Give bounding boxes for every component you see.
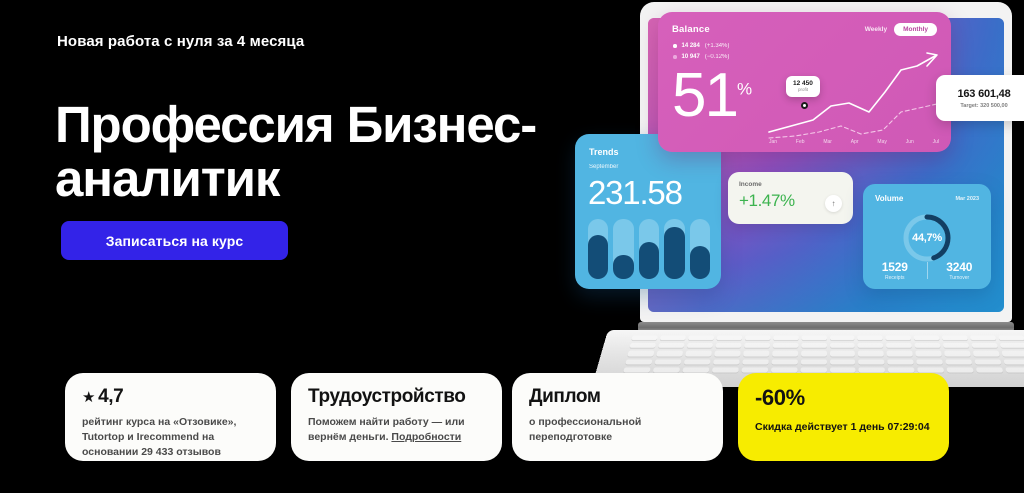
bar-fill — [664, 227, 685, 279]
bar-fill — [613, 255, 634, 279]
income-value: +1.47% — [739, 191, 795, 210]
rating-body: рейтинг курса на «Отзовике», Tutortop и … — [82, 416, 237, 458]
balance-legend: 14 284 (+1.34%) 10 947 (−0.12%) — [658, 36, 951, 60]
balance-unit: % — [736, 79, 753, 99]
volume-date: Mar 2023 — [955, 195, 979, 202]
axis-tick: Jan — [769, 139, 778, 145]
chart-tooltip: 12 450 profit — [786, 76, 820, 97]
stat-label: Receipts — [885, 275, 905, 281]
arrow-up-icon[interactable]: ↑ — [825, 195, 842, 212]
bar-track — [664, 219, 685, 279]
axis-tick: Jun — [905, 139, 914, 145]
bar-track — [638, 219, 660, 279]
bar-fill — [689, 246, 711, 279]
target-label: Target: 320 500,00 — [960, 102, 1008, 109]
page-title: Профессия Бизнес-аналитик — [55, 96, 537, 208]
hero-eyebrow: Новая работа с нуля за 4 месяца — [57, 33, 305, 50]
stat-value: 3240 — [946, 260, 973, 274]
balance-header: Balance Weekly Monthly — [658, 12, 951, 36]
bar-track — [588, 219, 609, 279]
legend-item: 10 947 (−0.12%) — [673, 54, 951, 60]
laptop-hinge — [638, 322, 1014, 332]
employment-text: Поможем найти работу — или вернём деньги… — [308, 416, 465, 443]
rating-title: ★ 4,7 — [82, 386, 124, 407]
balance-line-chart — [768, 52, 938, 139]
donut-value: 44,7% — [912, 232, 942, 244]
balance-period-toggle[interactable]: Weekly Monthly — [865, 23, 937, 36]
chart-data-point — [801, 102, 808, 109]
legend-item: 14 284 (+1.34%) — [673, 43, 951, 49]
feature-card-diploma: Диплом о профессиональной переподготовке — [512, 373, 723, 461]
axis-tick: Mar — [823, 139, 832, 145]
trends-bar-chart — [588, 219, 711, 279]
widget-trends: Trends September 231.58 — [575, 134, 721, 289]
feature-card-row: ★ 4,7 рейтинг курса на «Отзовике», Tutort… — [0, 373, 1024, 463]
trends-subtitle: September — [589, 164, 619, 170]
bar-track — [689, 219, 711, 279]
feature-card-employment: Трудоустройство Поможем найти работу — и… — [291, 373, 502, 461]
volume-stat: 3240 Turnover — [928, 260, 992, 281]
stat-label: Turnover — [949, 275, 970, 281]
target-value: 163 601,48 — [957, 87, 1011, 100]
volume-title: Volume — [875, 194, 904, 203]
discount-countdown: Скидка действует 1 день 07:29:04 — [755, 421, 930, 433]
diploma-body: о профессиональной переподготовке — [529, 416, 642, 443]
bar-track — [613, 219, 634, 279]
tooltip-label: profit — [797, 87, 808, 93]
keyboard-keys — [623, 335, 1024, 373]
legend-dot-icon — [673, 55, 677, 59]
volume-stat: 1529 Receipts — [863, 260, 927, 281]
legend-value: 14 284 — [681, 43, 700, 49]
income-label: Income — [739, 181, 762, 188]
balance-x-axis: Jan Feb Mar Apr May Jun Jul — [765, 139, 943, 145]
employment-body: Поможем найти работу — или вернём деньги… — [308, 415, 485, 445]
feature-card-discount: -60% Скидка действует 1 день 07:29:04 — [738, 373, 949, 461]
hero-illustration: Balance Weekly Monthly 14 284 (+1.34%) 1… — [560, 0, 1024, 394]
widget-volume: Volume Mar 2023 44,7% 1529 Receipts 3240 — [863, 184, 991, 289]
divider — [926, 262, 928, 279]
toggle-monthly[interactable]: Monthly — [894, 23, 937, 36]
stat-value: 1529 — [881, 260, 908, 274]
trends-title: Trends — [589, 147, 619, 157]
discount-title: -60% — [755, 385, 805, 410]
trends-value: 231.58 — [588, 174, 683, 211]
widget-target: 163 601,48 Target: 320 500,00 — [936, 75, 1024, 121]
details-link[interactable]: Подробности — [391, 430, 462, 443]
axis-tick: Jul — [932, 139, 939, 145]
volume-donut-chart: 44,7% — [901, 212, 953, 264]
feature-card-rating: ★ 4,7 рейтинг курса на «Отзовике», Tutort… — [65, 373, 276, 461]
legend-change: (−0.12%) — [704, 54, 730, 60]
bar-fill — [588, 234, 609, 279]
axis-tick: Apr — [850, 139, 859, 145]
axis-tick: Feb — [795, 139, 805, 145]
bar-fill — [638, 241, 660, 279]
toggle-weekly[interactable]: Weekly — [864, 26, 888, 33]
enroll-button[interactable]: Записаться на курс — [61, 221, 288, 260]
balance-title: Balance — [672, 24, 710, 35]
legend-value: 10 947 — [681, 54, 700, 60]
balance-big-value: 51% — [672, 61, 753, 130]
axis-tick: May — [877, 139, 887, 145]
widget-income: Income +1.47% ↑ — [728, 172, 853, 224]
volume-stats: 1529 Receipts 3240 Turnover — [863, 260, 991, 281]
volume-header: Volume Mar 2023 — [863, 184, 991, 203]
star-icon: ★ — [82, 389, 96, 406]
employment-title: Трудоустройство — [308, 386, 466, 407]
legend-dot-icon — [673, 44, 677, 48]
legend-change: (+1.34%) — [704, 43, 730, 49]
tooltip-value: 12 450 — [793, 80, 813, 87]
widget-balance: Balance Weekly Monthly 14 284 (+1.34%) 1… — [658, 12, 951, 152]
diploma-title: Диплом — [529, 386, 601, 407]
